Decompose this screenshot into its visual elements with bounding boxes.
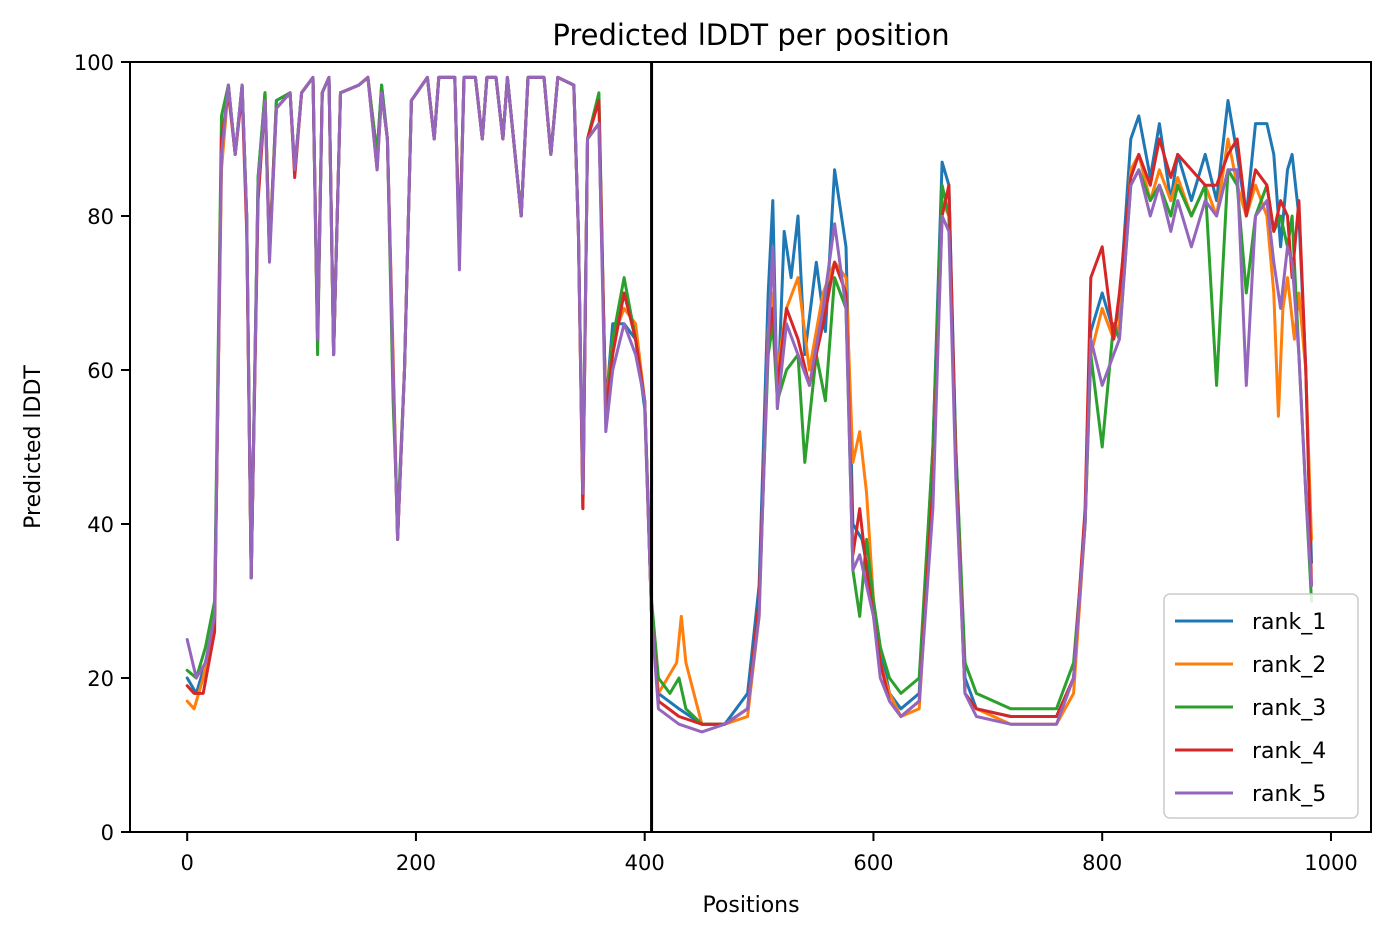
x-tick-label: 600 [853, 851, 893, 875]
x-tick-label: 1000 [1304, 851, 1357, 875]
plot-frame [129, 61, 1372, 833]
chart-title: Predicted lDDT per position [552, 18, 949, 52]
legend-label-rank-5: rank_5 [1252, 782, 1326, 807]
x-tick-label: 200 [396, 851, 436, 875]
y-tick-label: 0 [101, 821, 114, 845]
x-tick-label: 800 [1082, 851, 1122, 875]
plot-area [185, 62, 1313, 832]
legend-label-rank-3: rank_3 [1252, 696, 1326, 721]
legend: rank_1 rank_2 rank_3 rank_4 rank_5 [1163, 593, 1359, 819]
y-tick-label: 40 [87, 513, 114, 537]
x-axis: 0 200 400 600 800 1000 [181, 832, 1358, 875]
legend-label-rank-1: rank_1 [1252, 610, 1326, 635]
y-axis: 0 20 40 60 80 100 [74, 51, 130, 845]
series-line-rank-5 [185, 75, 1313, 734]
y-axis-label: Predicted lDDT [21, 365, 46, 529]
legend-box [1163, 593, 1359, 819]
legend-label-rank-4: rank_4 [1252, 739, 1326, 764]
x-axis-label: Positions [702, 893, 799, 918]
series-layer [185, 75, 1313, 734]
y-tick-label: 80 [87, 205, 114, 229]
y-tick-label: 100 [74, 51, 114, 75]
x-tick-label: 400 [625, 851, 665, 875]
y-tick-label: 60 [87, 359, 114, 383]
legend-label-rank-2: rank_2 [1252, 653, 1326, 678]
y-tick-label: 20 [87, 667, 114, 691]
x-tick-label: 0 [181, 851, 194, 875]
